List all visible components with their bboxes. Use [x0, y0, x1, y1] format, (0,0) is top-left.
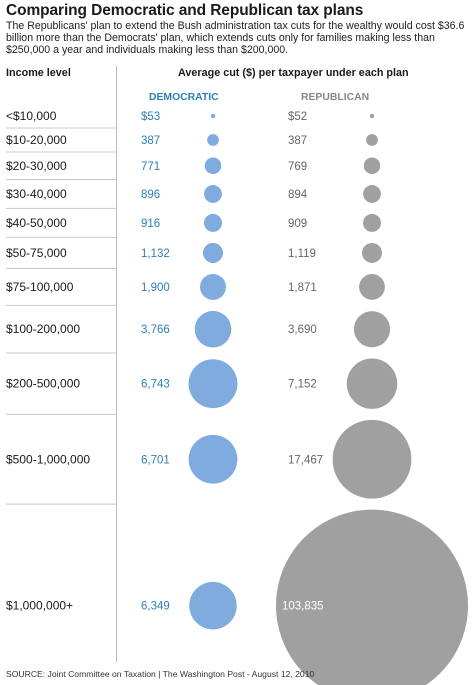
republican-bubble: [346, 358, 398, 409]
chart-subtitle: The Republicans' plan to extend the Bush…: [6, 20, 465, 57]
democratic-value-label: 896: [141, 189, 160, 201]
income-label: $100-200,000: [6, 322, 80, 336]
income-label: $20-30,000: [6, 159, 67, 173]
democratic-value-label: 771: [141, 161, 160, 173]
income-label: $40-50,000: [6, 216, 67, 230]
democratic-bubble: [204, 157, 222, 175]
republican-value-label: 387: [288, 135, 307, 147]
democratic-bubble: [204, 185, 222, 203]
income-level-header: Income level: [6, 67, 71, 79]
republican-value-label: 1,871: [288, 282, 317, 294]
republican-bubble: [363, 157, 381, 175]
democratic-value-label: 1,900: [141, 282, 170, 294]
republican-value-label: 769: [288, 161, 307, 173]
democratic-value-label: 387: [141, 135, 160, 147]
democratic-bubble: [203, 213, 223, 232]
republican-bubble: [363, 213, 381, 232]
democratic-value-label: 6,701: [141, 454, 170, 466]
chart-title: Comparing Democratic and Republican tax …: [6, 2, 364, 19]
income-label: $1,000,000+: [6, 599, 73, 613]
democratic-header: DEMOCRATIC: [149, 92, 219, 103]
income-label: $30-40,000: [6, 187, 67, 201]
republican-bubble: [332, 419, 412, 499]
income-label: $10-20,000: [6, 133, 67, 147]
democratic-value-label: 6,743: [141, 379, 170, 391]
democratic-bubble: [188, 434, 238, 484]
republican-bubble: [353, 311, 391, 348]
democratic-bubble: [210, 113, 216, 119]
democratic-value-label: 916: [141, 218, 160, 230]
income-label: <$10,000: [6, 109, 57, 123]
democratic-value-label: 1,132: [141, 248, 170, 260]
democratic-bubble: [202, 242, 224, 263]
democratic-bubble: [200, 273, 226, 300]
republican-header: REPUBLICAN: [301, 92, 370, 103]
republican-value-label: 894: [288, 189, 308, 201]
source-note: SOURCE: Joint Committee on Taxation | Th…: [6, 669, 315, 679]
income-label: $500-1,000,000: [6, 452, 90, 466]
average-cut-header: Average cut ($) per taxpayer under each …: [178, 67, 409, 79]
republican-value-label: $52: [288, 111, 307, 123]
republican-value-label: 17,467: [288, 454, 323, 466]
democratic-bubble: [207, 134, 219, 146]
income-label: $50-75,000: [6, 246, 67, 260]
republican-bubble: [362, 242, 382, 263]
democratic-bubble: [188, 359, 238, 409]
democratic-bubble: [194, 310, 232, 348]
republican-bubble: [363, 185, 381, 203]
republican-value-label: 3,690: [288, 324, 317, 336]
republican-bubble: [366, 134, 378, 146]
democratic-value-label: 6,349: [141, 601, 170, 613]
republican-value-label: 909: [288, 218, 307, 230]
column-divider: [116, 66, 117, 662]
republican-bubble: [359, 274, 385, 300]
democratic-bubble: [189, 581, 237, 630]
republican-value-label: 1,119: [288, 248, 316, 260]
income-label: $200-500,000: [6, 377, 80, 391]
democratic-value-label: 3,766: [141, 324, 170, 336]
income-label: $75-100,000: [6, 280, 74, 294]
republican-bubble: [276, 509, 468, 685]
republican-value-label: 7,152: [288, 379, 317, 391]
republican-bubble: [369, 113, 375, 119]
democratic-value-label: $53: [141, 111, 160, 123]
republican-value-label: 103,835: [282, 601, 324, 613]
